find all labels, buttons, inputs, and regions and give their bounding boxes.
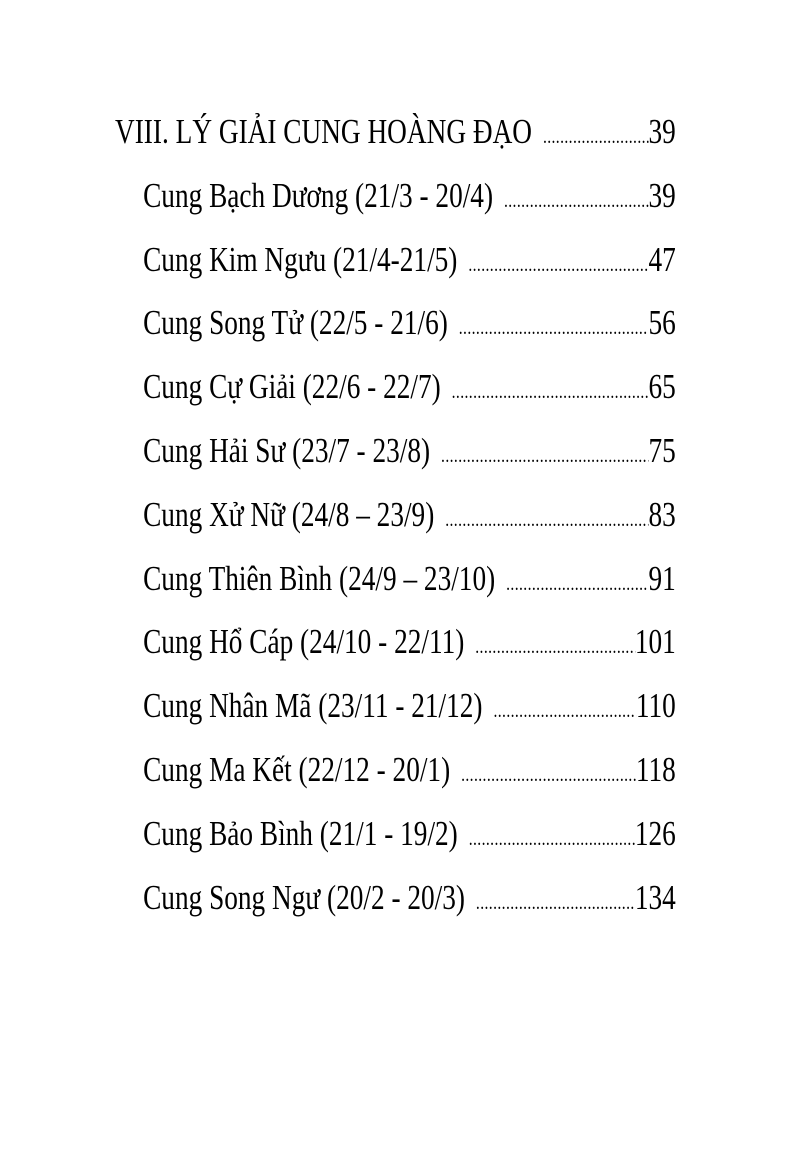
toc-entry: Cung Song Tử (22/5 - 21/6) 56 <box>115 303 676 367</box>
toc-entry: Cung Bạch Dương (21/3 - 20/4) 39 <box>115 176 676 240</box>
dot-leader <box>468 254 648 277</box>
toc-entry: Cung Kim Ngưu (21/4-21/5) 47 <box>115 240 676 304</box>
toc-page-number: 39 <box>648 112 676 151</box>
toc-page-number: 101 <box>634 622 676 662</box>
toc-label: Cung Ma Kết (22/12 - 20/1) <box>143 749 451 789</box>
dot-leader <box>445 509 648 532</box>
toc-page-number: 83 <box>648 494 676 534</box>
dot-leader <box>504 190 649 213</box>
toc-section-heading: VIII. LÝ GIẢI CUNG HOÀNG ĐẠO 39 <box>115 112 676 176</box>
toc-entry: Cung Song Ngư (20/2 - 20/3) 134 <box>115 878 676 942</box>
toc-label: Cung Nhân Mã (23/11 - 21/12) <box>143 686 483 726</box>
dot-leader <box>469 828 635 851</box>
dot-leader <box>452 381 649 404</box>
dot-leader <box>441 445 648 468</box>
toc-page-number: 126 <box>634 813 676 853</box>
toc-page-number: 91 <box>648 558 676 598</box>
toc-entry: Cung Ma Kết (22/12 - 20/1) 118 <box>115 750 676 814</box>
toc-page-number: 47 <box>648 239 676 279</box>
toc-page-number: 134 <box>634 877 676 917</box>
toc-label: Cung Hổ Cáp (24/10 - 22/11) <box>143 622 465 662</box>
toc-entry: Cung Hổ Cáp (24/10 - 22/11) 101 <box>115 622 676 686</box>
toc-label: Cung Thiên Bình (24/9 – 23/10) <box>143 558 496 598</box>
toc-page-number: 56 <box>648 303 676 343</box>
toc-entry: Cung Nhân Mã (23/11 - 21/12) 110 <box>115 686 676 750</box>
toc-page-number: 110 <box>635 686 676 726</box>
dot-leader <box>506 573 648 596</box>
toc-label: Cung Kim Ngưu (21/4-21/5) <box>143 239 458 279</box>
toc-label: Cung Song Ngư (20/2 - 20/3) <box>143 877 466 917</box>
toc-label: Cung Hải Sư (23/7 - 23/8) <box>143 430 431 470</box>
toc-page-number: 39 <box>648 175 676 215</box>
toc-page-number: 65 <box>648 367 676 407</box>
toc-page-number: 75 <box>648 430 676 470</box>
toc-entry: Cung Thiên Bình (24/9 – 23/10) 91 <box>115 559 676 623</box>
dot-leader <box>543 126 649 149</box>
toc-label: Cung Song Tử (22/5 - 21/6) <box>143 303 448 343</box>
dot-leader <box>461 764 636 787</box>
dot-leader <box>476 892 635 915</box>
toc-label: VIII. LÝ GIẢI CUNG HOÀNG ĐẠO <box>115 112 533 151</box>
toc-label: Cung Xử Nữ (24/8 – 23/9) <box>143 494 435 534</box>
dot-leader <box>493 700 635 723</box>
toc-label: Cung Cự Giải (22/6 - 22/7) <box>143 367 441 407</box>
toc-entry: Cung Bảo Bình (21/1 - 19/2) 126 <box>115 814 676 878</box>
toc-page-number: 118 <box>635 749 676 789</box>
table-of-contents: VIII. LÝ GIẢI CUNG HOÀNG ĐẠO 39 Cung Bạc… <box>115 112 676 941</box>
toc-label: Cung Bạch Dương (21/3 - 20/4) <box>143 175 494 215</box>
toc-label: Cung Bảo Bình (21/1 - 19/2) <box>143 813 458 853</box>
dot-leader <box>475 636 635 659</box>
toc-entry: Cung Cự Giải (22/6 - 22/7) 65 <box>115 367 676 431</box>
toc-entry: Cung Xử Nữ (24/8 – 23/9) 83 <box>115 495 676 559</box>
dot-leader <box>459 317 649 340</box>
toc-entry: Cung Hải Sư (23/7 - 23/8) 75 <box>115 431 676 495</box>
